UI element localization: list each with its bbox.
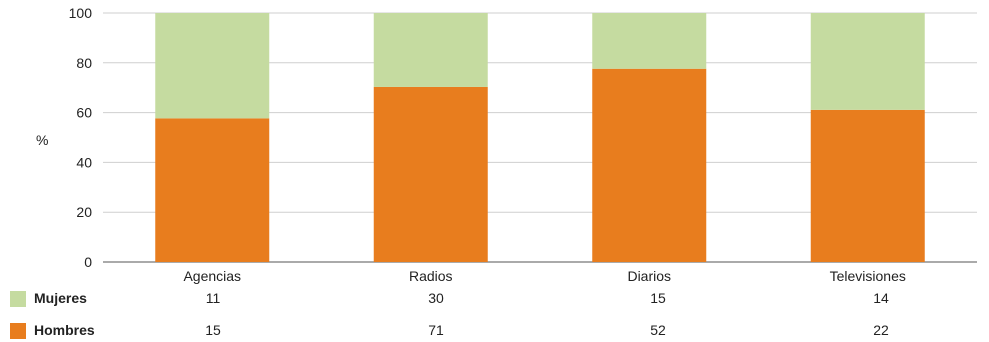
x-tick-label: Radios [409, 268, 453, 284]
bar-segment-mujeres-diarios [592, 13, 707, 69]
y-axis: 0 20 40 60 80 100 [69, 5, 93, 270]
bar-segment-mujeres-radios [373, 13, 488, 87]
legend-swatch-hombres [10, 323, 26, 339]
bar-segment-mujeres-televisiones [810, 13, 925, 110]
stacked-bar-chart: 0 20 40 60 80 100 Agencias Radios Diarios Televi… [36, 5, 977, 284]
y-tick-label: 80 [76, 55, 92, 71]
table-cell: 14 [873, 290, 889, 306]
series-name-mujeres: Mujeres [34, 290, 87, 306]
table-cell: 22 [873, 322, 889, 338]
y-tick-label: 40 [76, 154, 92, 170]
table-row-hombres: Hombres 15 71 52 22 [0, 320, 989, 342]
table-cell: 71 [428, 322, 444, 338]
bar-segment-hombres-radios [373, 86, 488, 263]
x-axis: Agencias Radios Diarios Televisiones [183, 268, 905, 284]
bar-segment-mujeres-agencias [155, 13, 270, 119]
y-tick-label: 0 [84, 254, 92, 270]
table-cell: 11 [205, 290, 221, 306]
table-cell: 15 [205, 322, 221, 338]
bars [155, 13, 925, 263]
bar-segment-hombres-televisiones [810, 109, 925, 262]
legend-swatch-mujeres [10, 291, 26, 307]
series-name-hombres: Hombres [34, 322, 95, 338]
y-tick-label: 100 [69, 5, 93, 21]
table-cell: 52 [650, 322, 666, 338]
bar-segment-hombres-diarios [592, 68, 707, 262]
x-tick-label: Diarios [627, 268, 671, 284]
y-tick-label: 60 [76, 105, 92, 121]
x-tick-label: Televisiones [830, 268, 906, 284]
table-row-mujeres: Mujeres 11 30 15 14 [0, 288, 989, 310]
y-tick-label: 20 [76, 204, 92, 220]
x-tick-label: Agencias [183, 268, 241, 284]
table-cell: 15 [650, 290, 666, 306]
table-cell: 30 [428, 290, 444, 306]
y-axis-label: % [36, 132, 48, 148]
bar-segment-hombres-agencias [155, 118, 270, 262]
